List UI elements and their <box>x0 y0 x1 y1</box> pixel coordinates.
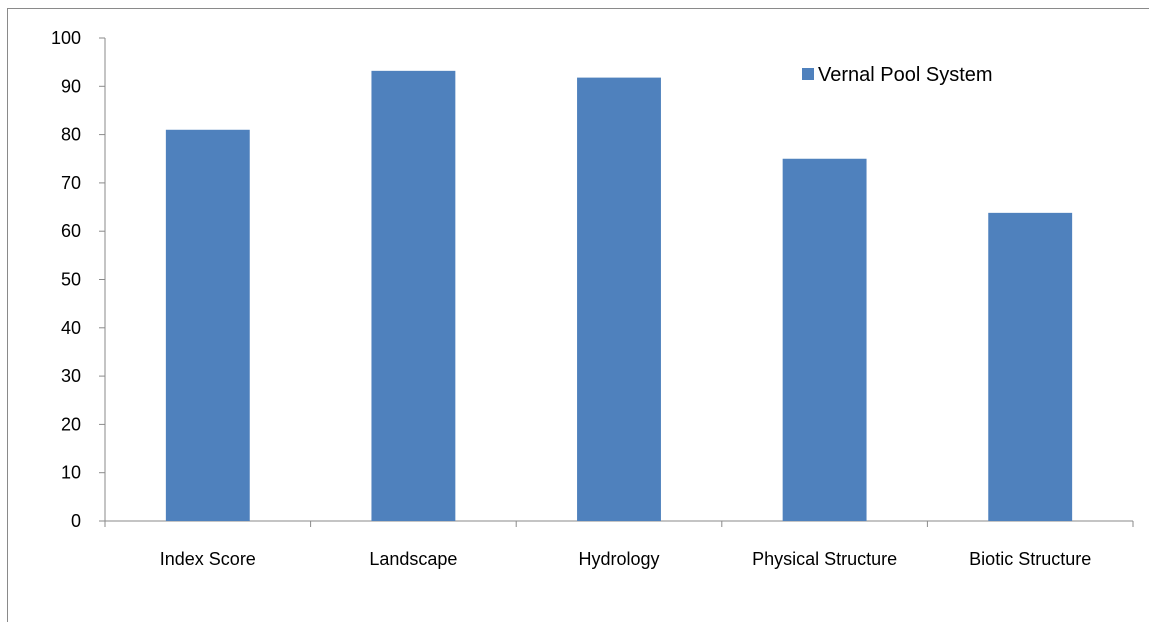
y-tick-label: 0 <box>71 511 81 531</box>
bars <box>165 70 1073 522</box>
y-tick-label: 50 <box>61 270 81 290</box>
x-tick-label: Landscape <box>369 549 457 569</box>
y-tick-label: 10 <box>61 463 81 483</box>
legend-swatch <box>802 68 814 80</box>
x-axis: Index Score Landscape Hydrology Physical St… <box>104 520 1134 569</box>
y-tick-label: 100 <box>51 28 81 48</box>
y-tick-label: 60 <box>61 221 81 241</box>
legend: Vernal Pool System <box>802 64 993 86</box>
x-tick-label: Physical Structure <box>752 549 897 569</box>
bar <box>577 77 661 521</box>
x-tick-label: Hydrology <box>578 549 659 569</box>
x-tick-label: Biotic Structure <box>969 549 1091 569</box>
y-axis: 0 10 20 30 40 50 60 70 80 90 100 <box>51 28 106 531</box>
bar <box>782 158 867 521</box>
legend-label: Vernal Pool System <box>818 64 993 86</box>
chart-frame <box>7 8 1149 622</box>
bar <box>988 212 1073 521</box>
x-tick-label: Index Score <box>160 549 256 569</box>
y-tick-label: 80 <box>61 125 81 145</box>
y-tick-label: 40 <box>61 318 81 338</box>
y-tick-label: 70 <box>61 173 81 193</box>
bar <box>165 129 250 521</box>
y-tick-label: 90 <box>61 76 81 96</box>
y-tick-label: 30 <box>61 366 81 386</box>
bar <box>371 70 456 522</box>
y-tick-label: 20 <box>61 414 81 434</box>
